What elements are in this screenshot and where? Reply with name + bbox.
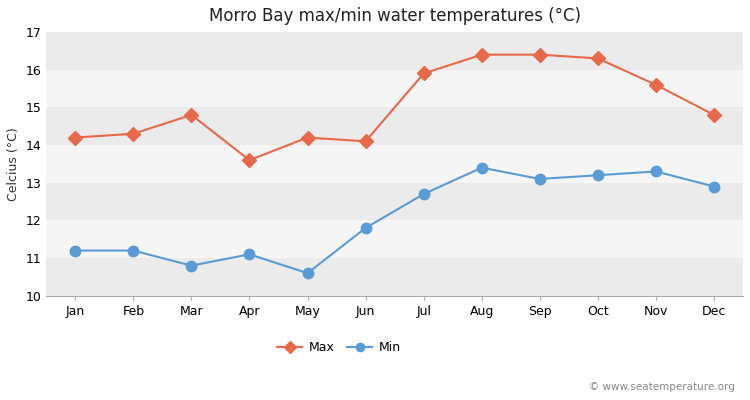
Line: Max: Max xyxy=(70,50,719,165)
Bar xyxy=(46,220,743,258)
Max xyxy=(477,52,486,57)
Max xyxy=(593,56,602,61)
Text: © www.seatemperature.org: © www.seatemperature.org xyxy=(590,382,735,392)
Legend: Max, Min: Max, Min xyxy=(272,336,406,359)
Max xyxy=(361,139,370,144)
Title: Morro Bay max/min water temperatures (°C): Morro Bay max/min water temperatures (°C… xyxy=(209,7,580,25)
Max xyxy=(70,135,80,140)
Bar xyxy=(46,258,743,296)
Max xyxy=(187,112,196,117)
Bar xyxy=(46,145,743,183)
Max xyxy=(419,71,428,76)
Min xyxy=(652,169,661,174)
Min xyxy=(245,252,254,257)
Bar xyxy=(46,183,743,220)
Max xyxy=(710,112,718,117)
Bar xyxy=(46,108,743,145)
Max xyxy=(129,131,138,136)
Max xyxy=(303,135,312,140)
Min xyxy=(70,248,80,253)
Max xyxy=(652,82,661,87)
Max xyxy=(536,52,544,57)
Bar xyxy=(46,70,743,108)
Max xyxy=(245,158,254,162)
Min xyxy=(187,263,196,268)
Min xyxy=(303,271,312,276)
Min xyxy=(536,176,544,181)
Min xyxy=(593,173,602,178)
Y-axis label: Celcius (°C): Celcius (°C) xyxy=(7,127,20,201)
Min xyxy=(710,184,718,189)
Min xyxy=(419,192,428,196)
Min xyxy=(477,165,486,170)
Line: Min: Min xyxy=(70,163,719,278)
Bar xyxy=(46,32,743,70)
Min xyxy=(361,226,370,230)
Min xyxy=(129,248,138,253)
